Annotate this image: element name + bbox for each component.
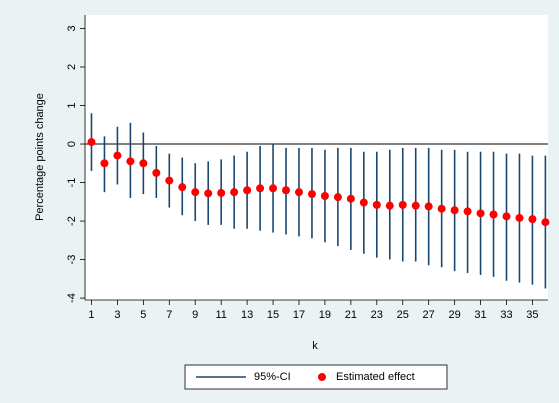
estimate-point xyxy=(476,209,485,218)
estimate-point xyxy=(217,188,226,197)
x-tick-label: 3 xyxy=(114,309,120,321)
x-tick-label: 17 xyxy=(293,309,305,321)
x-tick-label: 29 xyxy=(448,309,460,321)
estimate-point xyxy=(346,194,355,203)
y-tick-label: -4 xyxy=(66,293,78,303)
x-tick-label: 7 xyxy=(166,309,172,321)
y-axis-label: Percentage points change xyxy=(34,93,46,221)
estimate-point xyxy=(204,189,213,198)
estimate-point xyxy=(100,159,109,168)
estimate-point xyxy=(191,188,200,197)
legend-label: Estimated effect xyxy=(336,371,415,383)
estimate-point xyxy=(359,198,368,207)
x-tick-label: 11 xyxy=(215,309,226,321)
x-tick-label: 23 xyxy=(371,309,383,321)
y-tick-label: -2 xyxy=(66,216,78,226)
x-tick-label: 9 xyxy=(192,309,198,321)
estimate-point xyxy=(152,168,161,177)
estimate-point xyxy=(541,218,550,227)
estimate-point xyxy=(411,201,420,210)
x-tick-label: 1 xyxy=(88,309,94,321)
estimate-point xyxy=(489,210,498,219)
estimate-point xyxy=(372,200,381,209)
y-tick-label: 0 xyxy=(66,141,78,147)
estimate-point xyxy=(502,212,511,221)
estimate-point xyxy=(424,202,433,211)
estimate-point xyxy=(126,157,135,166)
x-tick-label: 31 xyxy=(474,309,486,321)
x-tick-label: 5 xyxy=(140,309,146,321)
x-axis-label: k xyxy=(312,340,318,352)
x-tick-label: 13 xyxy=(241,309,253,321)
estimate-point xyxy=(333,193,342,202)
estimate-point xyxy=(139,159,148,168)
estimate-point xyxy=(256,184,265,193)
estimate-point xyxy=(269,184,278,193)
estimate-point xyxy=(450,206,459,215)
y-tick-label: -1 xyxy=(66,178,78,188)
estimate-point xyxy=(178,183,187,192)
estimate-point xyxy=(113,151,122,160)
estimate-point xyxy=(294,188,303,197)
x-tick-label: 25 xyxy=(397,309,409,321)
y-tick-label: 1 xyxy=(66,102,78,108)
plot-area xyxy=(85,15,548,300)
estimate-point xyxy=(320,192,329,201)
estimate-point xyxy=(385,201,394,210)
estimate-point xyxy=(515,213,524,222)
y-tick-label: -3 xyxy=(66,255,78,265)
estimate-point xyxy=(282,186,291,195)
x-tick-label: 33 xyxy=(500,309,512,321)
estimate-point xyxy=(307,190,316,199)
x-tick-label: 21 xyxy=(345,309,357,321)
legend-label: 95%-CI xyxy=(254,371,291,383)
x-tick-label: 35 xyxy=(526,309,538,321)
x-tick-label: 27 xyxy=(423,309,435,321)
x-tick-label: 19 xyxy=(319,309,331,321)
estimate-point xyxy=(528,215,537,224)
y-tick-label: 2 xyxy=(66,64,78,70)
estimate-point xyxy=(230,188,239,197)
estimate-point xyxy=(87,138,96,147)
estimate-point xyxy=(437,204,446,213)
legend-swatch xyxy=(318,373,326,381)
x-tick-label: 15 xyxy=(267,309,279,321)
estimate-point xyxy=(165,176,174,185)
estimate-point xyxy=(463,207,472,216)
estimate-point xyxy=(243,186,252,195)
estimate-point xyxy=(398,200,407,209)
y-tick-label: 3 xyxy=(66,25,78,31)
